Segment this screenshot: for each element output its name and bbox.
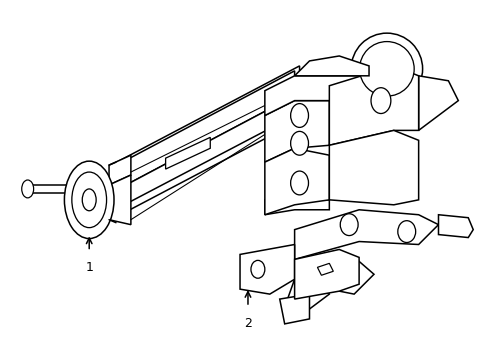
Polygon shape: [111, 66, 299, 220]
Polygon shape: [294, 56, 368, 76]
Ellipse shape: [64, 161, 114, 239]
Ellipse shape: [82, 189, 96, 211]
Ellipse shape: [72, 172, 106, 228]
Polygon shape: [109, 175, 131, 225]
Polygon shape: [328, 261, 373, 294]
Polygon shape: [284, 274, 328, 309]
Polygon shape: [264, 100, 328, 162]
Polygon shape: [294, 249, 358, 299]
Ellipse shape: [250, 260, 264, 278]
Ellipse shape: [359, 41, 413, 96]
Ellipse shape: [290, 171, 308, 195]
Ellipse shape: [370, 88, 390, 113]
Ellipse shape: [290, 104, 308, 127]
Polygon shape: [279, 294, 309, 324]
Polygon shape: [328, 66, 418, 145]
Polygon shape: [328, 130, 418, 205]
Polygon shape: [109, 155, 131, 185]
Polygon shape: [240, 244, 294, 294]
Polygon shape: [264, 76, 368, 116]
Polygon shape: [264, 148, 328, 215]
Polygon shape: [317, 264, 333, 275]
Polygon shape: [418, 76, 457, 130]
Polygon shape: [438, 215, 472, 238]
Ellipse shape: [340, 214, 357, 235]
Ellipse shape: [21, 180, 34, 198]
Polygon shape: [32, 185, 73, 193]
Text: 2: 2: [244, 317, 251, 330]
Ellipse shape: [350, 33, 422, 105]
Ellipse shape: [290, 131, 308, 155]
Polygon shape: [111, 71, 294, 193]
Ellipse shape: [397, 221, 415, 243]
Polygon shape: [111, 96, 294, 212]
Polygon shape: [165, 137, 210, 169]
Polygon shape: [264, 200, 328, 215]
Text: 1: 1: [85, 261, 93, 274]
Polygon shape: [294, 210, 438, 260]
